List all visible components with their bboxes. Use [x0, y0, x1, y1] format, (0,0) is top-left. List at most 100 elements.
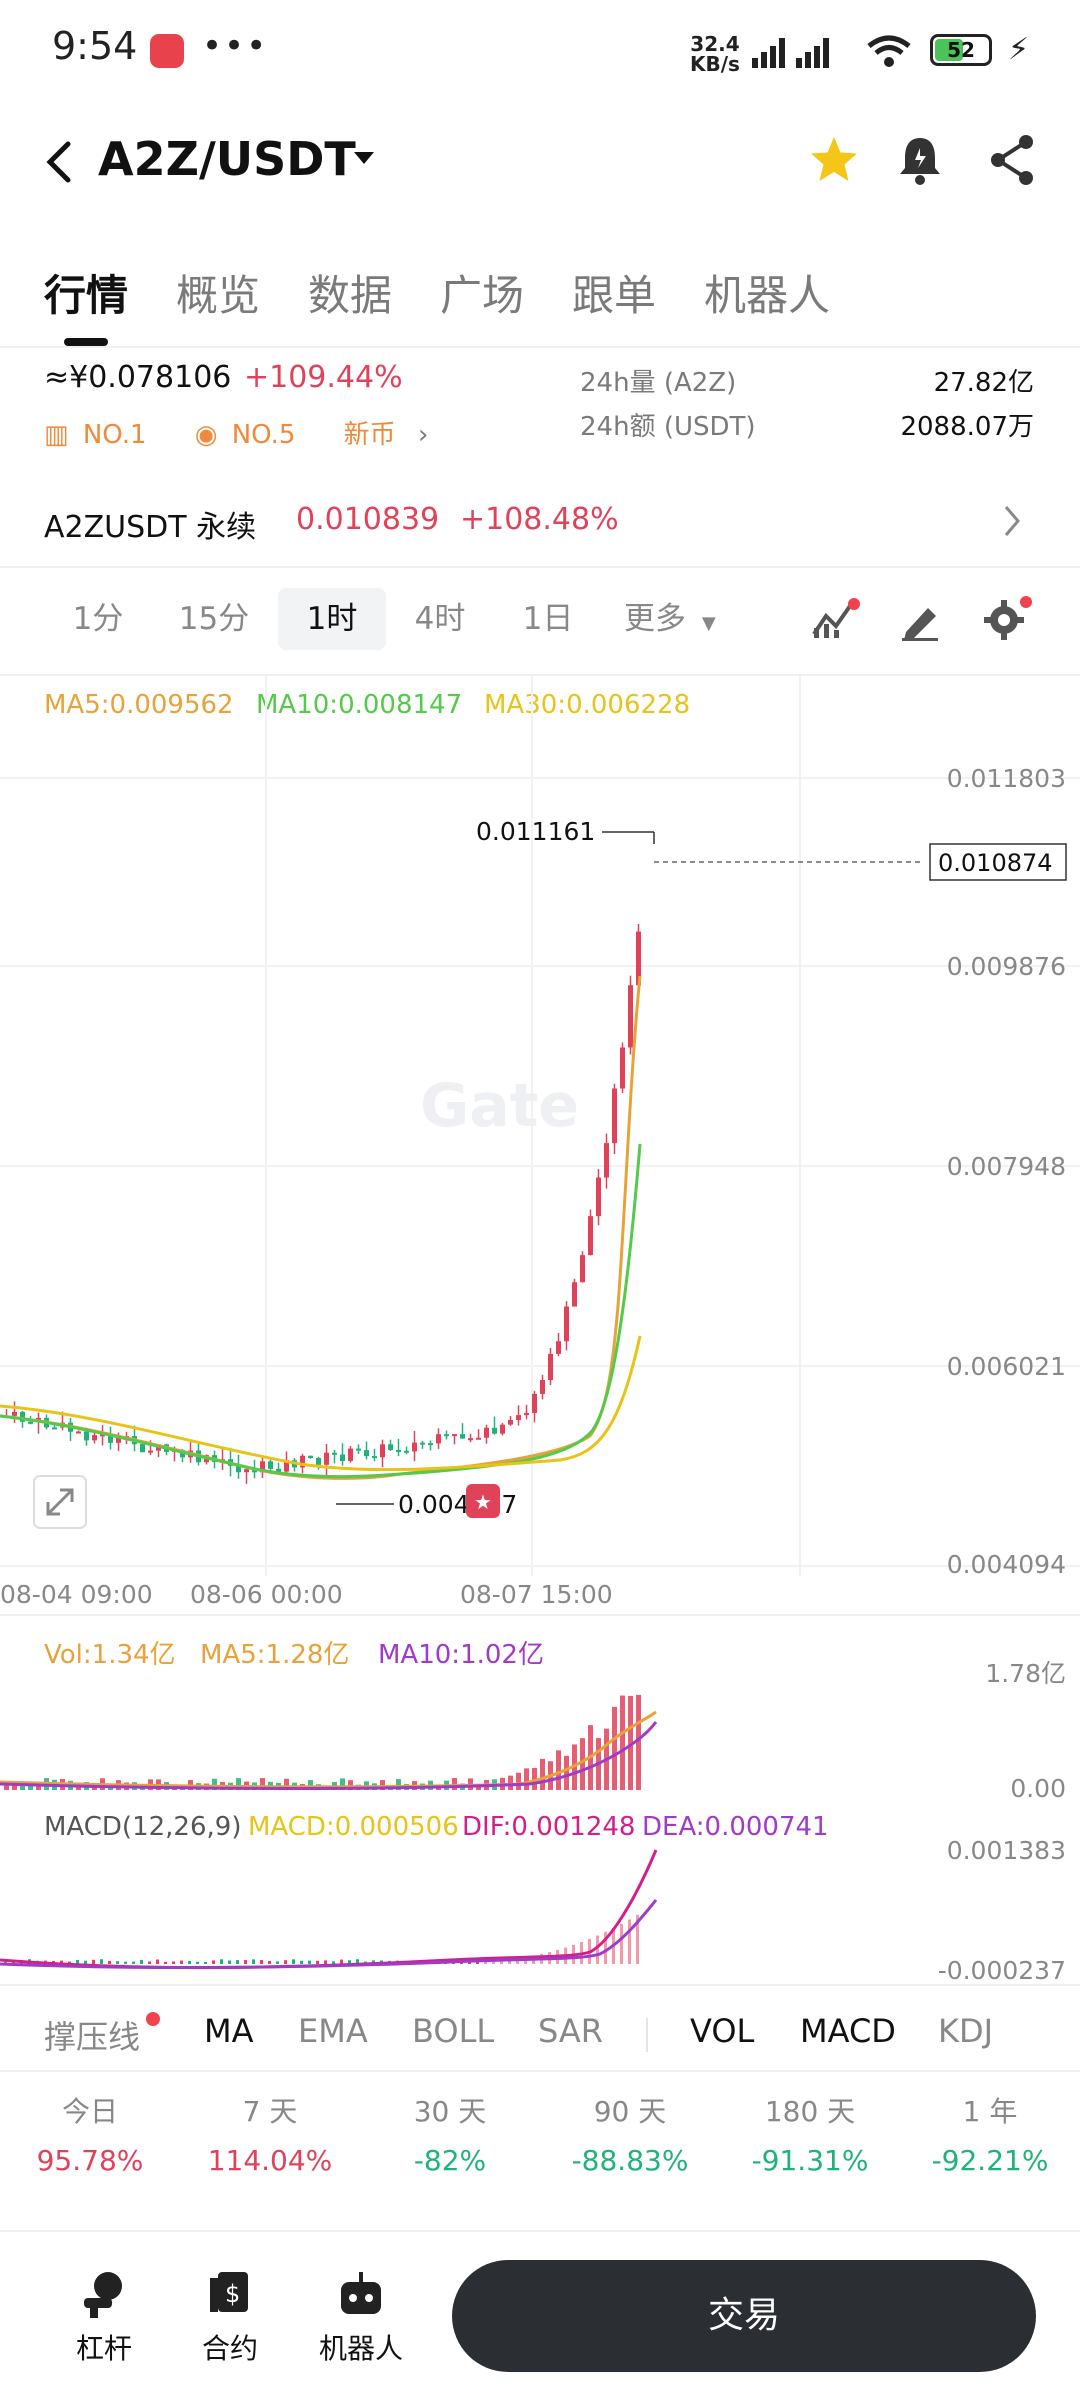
candle [284, 1460, 289, 1472]
macd-bar [196, 1961, 199, 1964]
favorite-star-icon[interactable] [808, 134, 860, 186]
tab-copy-trading[interactable]: 跟单 [572, 271, 657, 320]
draw-pen-icon[interactable] [898, 598, 942, 642]
candle [444, 1434, 449, 1437]
candle [548, 1353, 553, 1381]
ind-support-resistance[interactable]: 撑压线 [44, 2018, 141, 2056]
settings-gear-icon[interactable] [982, 596, 1032, 642]
macd-bar [308, 1960, 311, 1964]
macd-bar [316, 1960, 319, 1964]
volume-bar [308, 1780, 313, 1790]
ind-ema[interactable]: EMA [298, 2012, 368, 2050]
volume-bar [20, 1784, 25, 1790]
chevron-down-icon[interactable] [352, 150, 376, 166]
new-coin-tag[interactable]: 新币 [343, 420, 396, 450]
rank-1[interactable]: NO.1 [82, 420, 147, 450]
app-notification-icon [150, 34, 184, 68]
candle [12, 1411, 17, 1416]
volume-bar [516, 1772, 521, 1790]
macd-bar [492, 1959, 495, 1964]
ind-ma[interactable]: MA [204, 2012, 254, 2050]
candle [412, 1442, 417, 1452]
candle [428, 1443, 433, 1446]
rank-5[interactable]: NO.5 [231, 420, 296, 450]
tab-robot[interactable]: 机器人 [704, 271, 831, 320]
tf-more[interactable]: 更多 ▼ [624, 601, 716, 637]
macd-bar [500, 1959, 503, 1964]
candle [452, 1434, 457, 1437]
status-bar: 9:54 ••• 32.4 KB/s 52 ⚡ [0, 0, 1080, 100]
volume-bars [4, 1694, 641, 1790]
volume-bar [212, 1778, 217, 1790]
ind-sar[interactable]: SAR [538, 2012, 604, 2050]
date-label-3: 08-07 15:00 [460, 1580, 613, 1609]
change-24h: +109.44% [244, 360, 403, 395]
tf-15m[interactable]: 15分 [178, 601, 250, 637]
tab-overview[interactable]: 概览 [176, 271, 261, 320]
price-axis-2: 0.009876 [946, 952, 1066, 981]
leverage-icon [84, 2272, 122, 2318]
candle [508, 1419, 513, 1425]
vol-label: 24h量 (A2Z) [580, 368, 737, 398]
divider [646, 2018, 648, 2052]
leverage-button[interactable]: 杠杆 [54, 2268, 154, 2367]
vol-ma5-label: MA5:1.28亿 [200, 1640, 350, 1670]
share-icon[interactable] [988, 134, 1036, 186]
perpetual-row[interactable]: A2ZUSDT 永续 0.010839 +108.48% [0, 470, 1080, 570]
price-chart[interactable]: Gate 0.010874 0.011161 0.004737 ★ [0, 676, 1080, 1576]
candle [324, 1452, 329, 1465]
candle [396, 1449, 401, 1452]
macd-chart[interactable] [0, 1840, 1080, 1980]
candle [572, 1282, 577, 1307]
high-label: 0.011161 [476, 817, 595, 846]
robot-button[interactable]: 机器人 [306, 2268, 416, 2367]
price-axis-3: 0.007948 [946, 1152, 1066, 1181]
macd-bar [620, 1923, 623, 1964]
trade-button[interactable]: 交易 [452, 2260, 1036, 2372]
trade-marker-icon[interactable] [466, 1484, 500, 1518]
macd-bar [100, 1959, 103, 1964]
candle [540, 1380, 545, 1394]
divider [0, 1614, 1080, 1616]
tab-data[interactable]: 数据 [308, 271, 393, 320]
volume-bar [540, 1758, 545, 1790]
tf-4h[interactable]: 4时 [414, 601, 466, 637]
ind-vol[interactable]: VOL [690, 2012, 755, 2050]
coin-rank-icon: ◉ [194, 420, 218, 450]
indicator-chart-icon[interactable] [810, 598, 860, 642]
ind-boll[interactable]: BOLL [412, 2012, 495, 2050]
candle [628, 985, 633, 1048]
macd-bar [340, 1959, 343, 1964]
tf-1m[interactable]: 1分 [72, 601, 124, 637]
macd-bar [188, 1960, 191, 1964]
ind-kdj[interactable]: KDJ [938, 2012, 994, 2050]
macd-bar [76, 1959, 79, 1964]
pair-title[interactable]: A2Z/USDT [98, 132, 356, 186]
chevron-right-icon[interactable]: › [417, 420, 429, 450]
ma5-label: MA5:0.009562 [44, 690, 234, 720]
macd-bar [4, 1960, 7, 1964]
candle [364, 1450, 369, 1457]
macd-bar [244, 1960, 247, 1964]
charging-icon: ⚡ [1008, 32, 1030, 67]
tf-1h[interactable]: 1时 [278, 588, 386, 650]
volume-bar [380, 1780, 385, 1790]
candle [20, 1411, 25, 1422]
ind-macd[interactable]: MACD [800, 2012, 896, 2050]
candle [388, 1444, 393, 1450]
perf-180d: 180 天 -91.31% [751, 2095, 869, 2177]
macd-bar [508, 1958, 511, 1964]
tab-square[interactable]: 广场 [440, 271, 525, 320]
contract-button[interactable]: $ 合约 [180, 2268, 280, 2367]
macd-value: MACD:0.000506 [248, 1812, 459, 1842]
candle [100, 1434, 105, 1437]
volume-chart[interactable] [0, 1660, 1080, 1800]
volume-bar [236, 1778, 241, 1790]
back-icon[interactable] [44, 140, 74, 184]
tf-1d[interactable]: 1日 [522, 601, 574, 637]
tab-market[interactable]: 行情 [44, 271, 129, 320]
bottom-bar: 杠杆 $ 合约 机器人 交易 [0, 2230, 1080, 2402]
volume-bar [532, 1767, 537, 1790]
price-alert-bell-icon[interactable] [896, 134, 944, 186]
divider [0, 2070, 1080, 2072]
